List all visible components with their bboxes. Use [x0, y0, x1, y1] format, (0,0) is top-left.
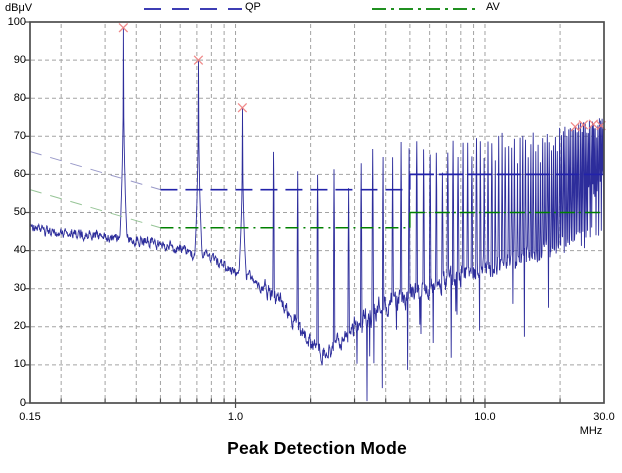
y-axis-unit-label: dBμV — [5, 2, 33, 14]
av-limit-line — [29, 189, 604, 229]
x-tick-label-10.0: 10.0 — [474, 411, 496, 423]
y-tick-label-30: 30 — [13, 282, 26, 295]
x-tick-label-0.15: 0.15 — [19, 411, 41, 423]
x-axis-unit-label: MHz — [579, 425, 603, 437]
y-tick-label-100: 100 — [7, 15, 26, 28]
y-tick-label-70: 70 — [13, 129, 26, 142]
axis-ticks — [25, 21, 561, 408]
qp-legend-line — [144, 8, 242, 10]
av-legend-label: AV — [486, 1, 500, 13]
y-tick-label-10: 10 — [13, 358, 26, 371]
peak-markers — [118, 22, 606, 132]
av-legend-line — [372, 8, 480, 10]
y-tick-label-50: 50 — [13, 206, 26, 218]
x-tick-label-30.0: 30.0 — [593, 411, 615, 423]
qp-limit-line — [29, 151, 604, 191]
y-tick-label-20: 20 — [13, 320, 26, 333]
y-tick-label-80: 80 — [13, 91, 26, 104]
qp-legend-label: QP — [245, 1, 261, 13]
spectrum-trace — [30, 27, 604, 402]
x-tick-label-1.0: 1.0 — [227, 411, 244, 423]
y-tick-label-90: 90 — [13, 53, 26, 66]
y-tick-label-0: 0 — [19, 396, 26, 409]
y-tick-label-60: 60 — [13, 167, 26, 180]
chart-title: Peak Detection Mode — [227, 438, 407, 458]
y-tick-label-40: 40 — [13, 244, 26, 257]
